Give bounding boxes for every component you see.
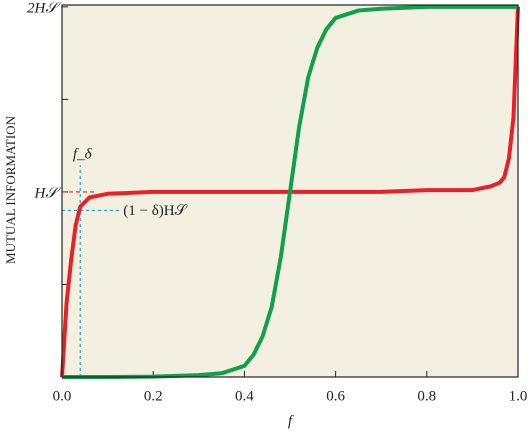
x-tick-label: 1.0 — [509, 388, 528, 404]
y-tick-label: H𝒮 — [34, 185, 62, 201]
x-tick-label: 0.8 — [417, 388, 436, 404]
f-delta-label: f_δ — [73, 146, 93, 162]
y-tick-label: 2H𝒮 — [27, 0, 61, 16]
y-axis-title: MUTUAL INFORMATION — [3, 115, 18, 264]
x-axis-title: f — [288, 413, 294, 429]
x-tick-label: 0.2 — [144, 388, 163, 404]
x-tick-label: 0.4 — [235, 388, 254, 404]
delta-label: (1 − δ)H𝒮 — [123, 203, 187, 219]
x-tick-label: 0.6 — [326, 388, 345, 404]
x-tick-label: 0.0 — [53, 388, 72, 404]
plot-frame — [61, 4, 519, 378]
